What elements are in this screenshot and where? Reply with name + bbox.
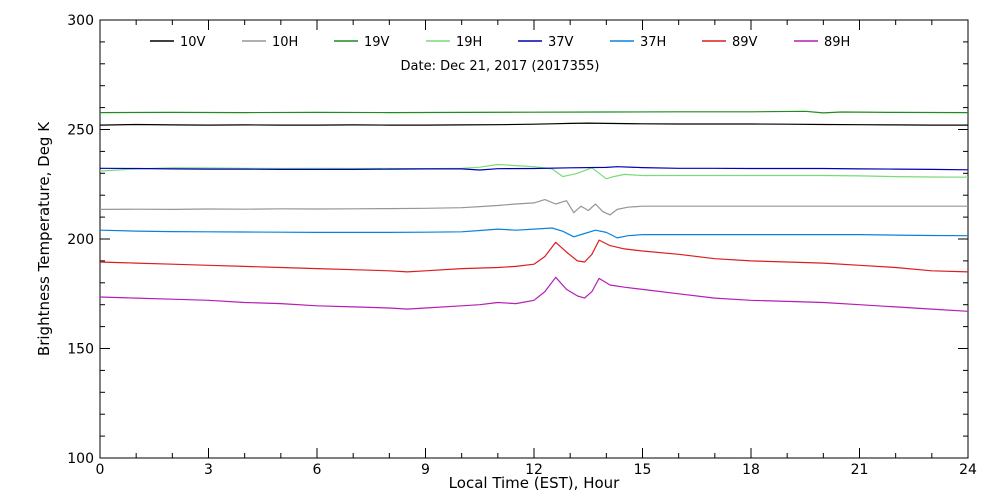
series-lines (99, 110, 969, 312)
x-tick-label: 12 (525, 462, 543, 478)
y-tick-label: 150 (67, 342, 94, 358)
series-line-89h (99, 276, 969, 312)
y-tick-label: 250 (67, 123, 94, 139)
x-tick-label: 24 (959, 462, 977, 478)
y-tick-label: 100 (67, 451, 94, 467)
legend-label: 10V (180, 35, 206, 50)
y-tick-label: 300 (67, 13, 94, 29)
legend-label: 37H (640, 35, 666, 50)
series-line-89v (99, 239, 969, 273)
y-axis: 100 150 200 250 300 (67, 13, 968, 467)
x-tick-label: 3 (204, 462, 213, 478)
y-tick-label: 200 (67, 232, 94, 248)
x-tick-label: 18 (742, 462, 760, 478)
x-axis-label: Local Time (EST), Hour (449, 474, 620, 492)
series-line-19h (99, 163, 969, 180)
y-axis-label: Brightness Temperature, Deg K (35, 121, 53, 356)
x-axis: 0 3 6 9 12 15 18 21 24 (96, 20, 977, 478)
series-line-19v (99, 110, 969, 114)
series-line-10v (99, 122, 968, 126)
series-line-37h (99, 227, 969, 239)
series-line-37v (99, 166, 969, 171)
x-tick-label: 6 (313, 462, 322, 478)
x-tick-label: 9 (421, 462, 430, 478)
x-tick-label: 21 (851, 462, 869, 478)
legend-label: 37V (548, 35, 574, 50)
x-tick-label: 0 (96, 462, 105, 478)
legend-label: 19V (364, 35, 390, 50)
x-tick-label: 15 (634, 462, 652, 478)
legend-label: 89H (824, 35, 850, 50)
plot-frame (99, 19, 969, 459)
series-line-10h (99, 199, 968, 216)
legend-label: 19H (456, 35, 482, 50)
legend-label: 10H (272, 35, 298, 50)
chart-subtitle: Date: Dec 21, 2017 (2017355) (401, 59, 600, 74)
legend: 10V 10H 19V 19H 37V 37H 89V 89H (150, 35, 850, 50)
legend-label: 89V (732, 35, 758, 50)
